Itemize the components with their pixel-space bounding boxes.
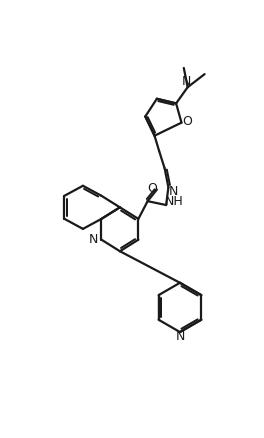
Text: O: O [147,182,157,195]
Text: N: N [175,330,185,343]
Text: N: N [89,233,98,246]
Text: NH: NH [164,195,183,208]
Text: N: N [168,185,178,198]
Text: N: N [181,75,191,88]
Text: O: O [183,115,193,127]
